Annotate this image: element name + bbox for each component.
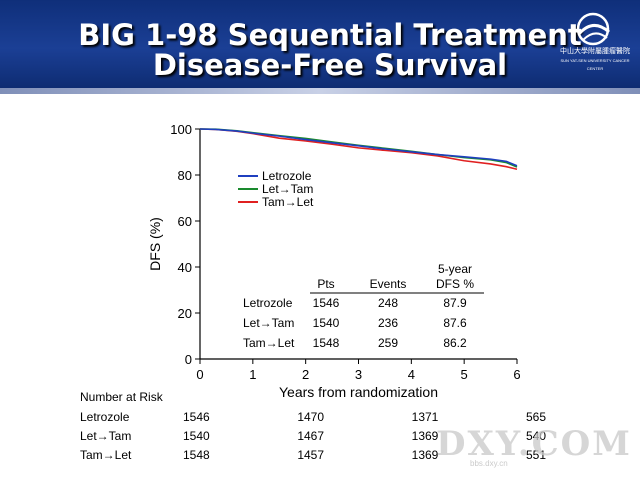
stats-header-pts: Pts [317, 277, 334, 291]
stats-header-dfs-line2: DFS % [436, 277, 474, 291]
stats-events: 248 [378, 296, 398, 310]
stats-pts: 1540 [313, 316, 340, 330]
risk-value: 1470 [297, 410, 324, 424]
hospital-logo: 中山大學附屬腫瘤醫院 SUN YAT-SEN UNIVERSITY CANCER… [555, 10, 635, 71]
y-tick-label: 80 [178, 168, 192, 183]
risk-value: 1369 [412, 429, 439, 443]
risk-value: 1371 [412, 410, 439, 424]
stats-row-label: Let→Tam [243, 316, 294, 330]
legend-label: Let→Tam [262, 182, 313, 196]
risk-value: 1540 [183, 429, 210, 443]
risk-row-label: Tam→Let [80, 448, 132, 462]
y-tick-label: 0 [185, 352, 192, 367]
x-tick-label: 2 [302, 367, 309, 382]
watermark-sub: bbs.dxy.cn [470, 459, 508, 468]
risk-value: 540 [526, 429, 546, 443]
x-tick-label: 6 [513, 367, 520, 382]
risk-value: 1546 [183, 410, 210, 424]
risk-value: 1467 [297, 429, 324, 443]
risk-row-label: Let→Tam [80, 429, 131, 443]
legend-label: Tam→Let [262, 195, 314, 209]
stats-dfs: 86.2 [443, 336, 467, 350]
stats-row-label: Tam→Let [243, 336, 295, 350]
stats-events: 259 [378, 336, 398, 350]
slide-header [0, 0, 640, 88]
logo-text-chinese: 中山大學附屬腫瘤醫院 [560, 48, 630, 55]
series-line-3 [199, 128, 518, 171]
y-tick-label: 20 [178, 306, 192, 321]
header-divider [0, 88, 640, 94]
x-tick-label: 3 [355, 367, 362, 382]
risk-value: 1457 [297, 448, 324, 462]
stats-header-dfs-line1: 5-year [438, 262, 472, 276]
watermark: DXY.COM [436, 424, 632, 464]
stats-header-events: Events [370, 277, 407, 291]
stats-pts: 1546 [313, 296, 340, 310]
logo-emblem-icon [576, 12, 610, 46]
risk-value: 1369 [412, 448, 439, 462]
x-tick-label: 4 [408, 367, 415, 382]
x-tick-label: 0 [196, 367, 203, 382]
y-tick-label: 40 [178, 260, 192, 275]
logo-text-english: SUN YAT-SEN UNIVERSITY CANCER CENTER [560, 58, 630, 71]
risk-value: 1548 [183, 448, 210, 462]
risk-value: 565 [526, 410, 546, 424]
y-axis-title: DFS (%) [147, 217, 163, 271]
risk-value: 551 [526, 448, 546, 462]
x-axis-title: Years from randomization [279, 384, 438, 400]
series-line-1 [199, 128, 518, 167]
y-tick-label: 60 [178, 214, 192, 229]
stats-pts: 1548 [313, 336, 340, 350]
x-tick-label: 5 [461, 367, 468, 382]
stats-events: 236 [378, 316, 398, 330]
x-tick-label: 1 [249, 367, 256, 382]
slide-title-line2: Disease-Free Survival [152, 48, 508, 82]
slide-title-line1: BIG 1-98 Sequential Treatment [78, 18, 582, 52]
stats-dfs: 87.6 [443, 316, 467, 330]
risk-table-title: Number at Risk [80, 390, 164, 404]
risk-row-label: Letrozole [80, 410, 130, 424]
stats-row-label: Letrozole [243, 296, 293, 310]
stats-dfs: 87.9 [443, 296, 467, 310]
y-tick-label: 100 [170, 122, 192, 137]
legend-label: Letrozole [262, 169, 312, 183]
